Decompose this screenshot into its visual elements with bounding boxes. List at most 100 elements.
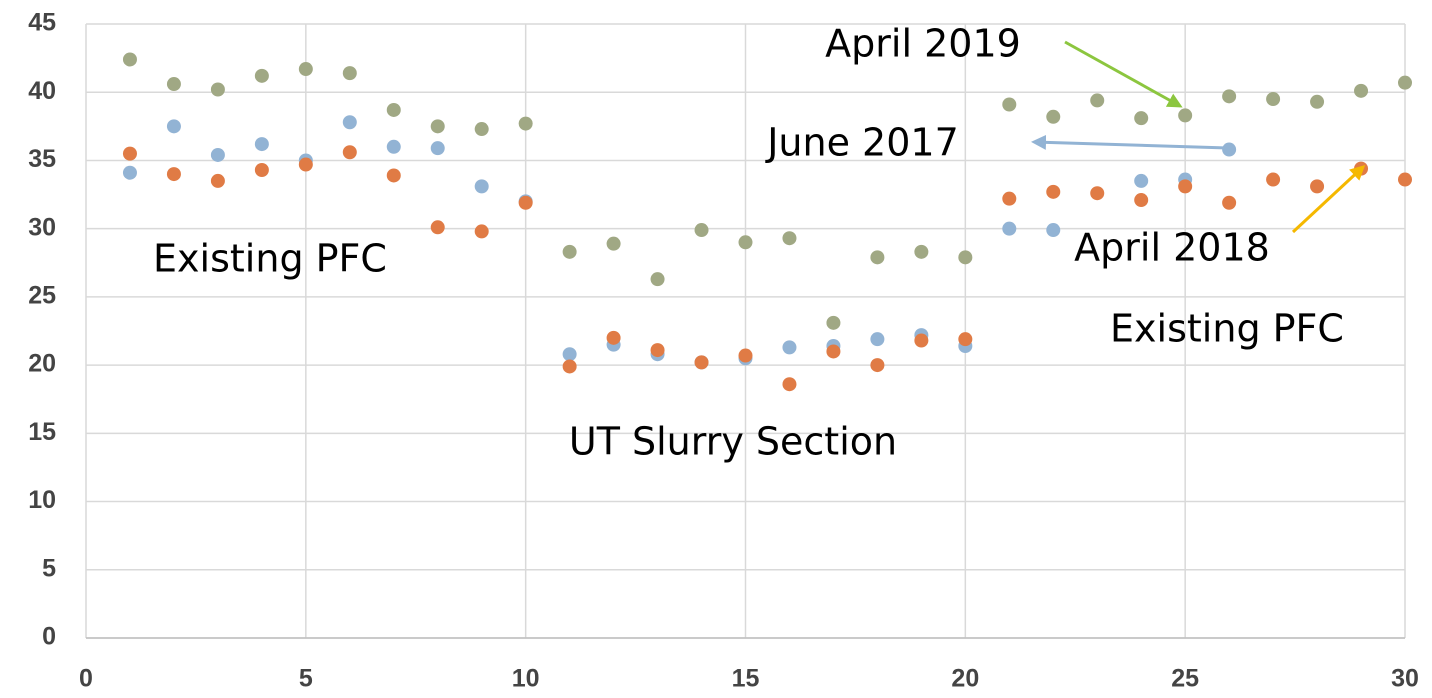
y-tick-label: 0 bbox=[42, 623, 56, 651]
x-tick-label: 25 bbox=[1171, 665, 1199, 693]
point bbox=[1222, 142, 1237, 157]
point bbox=[1002, 221, 1017, 236]
point bbox=[474, 179, 489, 194]
point bbox=[1398, 172, 1412, 187]
y-tick-label: 5 bbox=[42, 554, 56, 582]
point bbox=[870, 332, 885, 347]
point bbox=[166, 167, 181, 182]
point bbox=[210, 147, 225, 162]
point bbox=[694, 223, 709, 238]
point bbox=[1310, 94, 1325, 109]
point bbox=[562, 359, 577, 374]
x-tick-label: 5 bbox=[299, 665, 313, 693]
point bbox=[1046, 184, 1061, 199]
y-tick-label: 15 bbox=[28, 418, 56, 446]
y-tick-label: 30 bbox=[28, 213, 56, 241]
point bbox=[254, 162, 269, 177]
arrow bbox=[1031, 134, 1229, 150]
x-tick-label: 30 bbox=[1391, 665, 1419, 693]
point bbox=[870, 250, 885, 265]
point bbox=[1222, 89, 1237, 104]
point bbox=[1354, 83, 1369, 98]
point bbox=[1046, 109, 1061, 124]
point bbox=[430, 220, 445, 235]
point bbox=[826, 315, 841, 330]
point bbox=[210, 173, 225, 188]
point bbox=[826, 344, 841, 359]
point bbox=[914, 333, 929, 348]
point bbox=[1046, 223, 1061, 238]
annotation: April 2018 bbox=[1074, 226, 1270, 270]
x-tick-label: 10 bbox=[512, 665, 540, 693]
point bbox=[694, 355, 709, 370]
annotation: April 2019 bbox=[825, 22, 1021, 66]
y-tick-label: 25 bbox=[28, 281, 56, 309]
point bbox=[650, 343, 665, 358]
point bbox=[518, 195, 533, 210]
point bbox=[518, 116, 533, 131]
point bbox=[782, 231, 797, 246]
point bbox=[166, 119, 181, 134]
annotation: UT Slurry Section bbox=[569, 420, 897, 464]
point bbox=[430, 119, 445, 134]
point bbox=[606, 330, 621, 345]
point bbox=[1178, 108, 1193, 123]
point bbox=[1310, 179, 1325, 194]
x-tick-label: 15 bbox=[732, 665, 760, 693]
arrow bbox=[1291, 164, 1366, 234]
y-tick-label: 40 bbox=[28, 77, 56, 105]
point bbox=[650, 272, 665, 287]
point bbox=[166, 77, 181, 92]
point bbox=[958, 332, 973, 347]
point bbox=[1090, 186, 1105, 201]
point bbox=[606, 236, 621, 251]
y-tick-label: 10 bbox=[28, 486, 56, 514]
point bbox=[386, 102, 401, 117]
point bbox=[1266, 172, 1281, 187]
point bbox=[782, 377, 797, 392]
point bbox=[254, 137, 269, 152]
point bbox=[914, 244, 929, 259]
annotation: Existing PFC bbox=[153, 237, 387, 281]
point bbox=[1222, 195, 1237, 210]
point bbox=[1002, 97, 1017, 112]
point bbox=[1398, 75, 1412, 90]
point bbox=[738, 235, 753, 250]
x-tick-label: 0 bbox=[79, 665, 93, 693]
point bbox=[342, 145, 357, 160]
point bbox=[474, 122, 489, 137]
point bbox=[1002, 191, 1017, 206]
point bbox=[210, 82, 225, 97]
annotation: Existing PFC bbox=[1110, 307, 1344, 351]
marks bbox=[122, 52, 1412, 392]
point bbox=[386, 139, 401, 154]
x-tick-label: 20 bbox=[951, 665, 979, 693]
point bbox=[958, 250, 973, 265]
y-tick-label: 45 bbox=[28, 9, 56, 37]
point bbox=[562, 347, 577, 362]
point bbox=[298, 62, 313, 77]
point bbox=[738, 348, 753, 363]
point bbox=[122, 52, 137, 67]
arrow bbox=[1064, 40, 1183, 108]
point bbox=[562, 244, 577, 259]
point bbox=[254, 68, 269, 83]
y-tick-label: 35 bbox=[28, 145, 56, 173]
point bbox=[430, 141, 445, 156]
point bbox=[342, 66, 357, 81]
point bbox=[1134, 111, 1149, 126]
point bbox=[122, 146, 137, 161]
y-tick-label: 20 bbox=[28, 350, 56, 378]
point bbox=[1090, 93, 1105, 108]
point bbox=[1178, 179, 1193, 194]
point bbox=[298, 157, 313, 172]
point bbox=[474, 224, 489, 239]
point bbox=[386, 168, 401, 183]
point bbox=[1134, 173, 1149, 188]
point bbox=[870, 358, 885, 373]
annotation: June 2017 bbox=[765, 121, 959, 165]
point bbox=[122, 165, 137, 180]
point bbox=[782, 340, 797, 355]
